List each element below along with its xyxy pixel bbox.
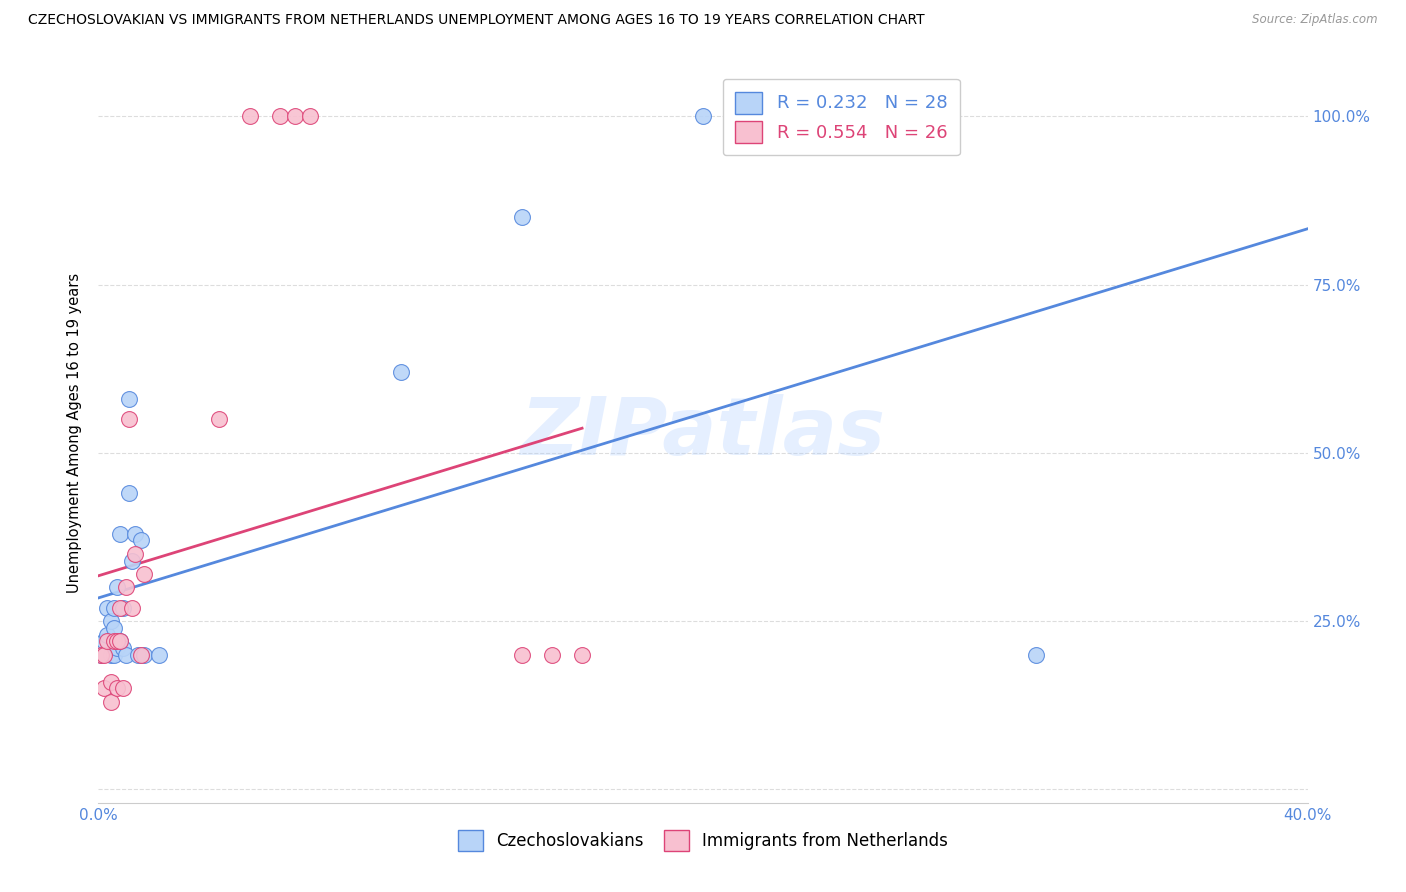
Point [389, 365, 412, 379]
Point [510, 211, 533, 225]
Point [124, 526, 146, 541]
Point [103, 648, 125, 662]
Point [118, 412, 141, 426]
Point [510, 648, 533, 662]
Point [269, 109, 291, 123]
Point [96, 634, 118, 648]
Point [132, 648, 155, 662]
Point [100, 695, 122, 709]
Point [114, 581, 136, 595]
Point [93, 648, 115, 662]
Point [239, 109, 262, 123]
Point [103, 621, 125, 635]
Point [108, 526, 131, 541]
Point [129, 648, 152, 662]
Point [571, 648, 593, 662]
Point [118, 392, 141, 406]
Point [1024, 648, 1046, 662]
Point [100, 674, 122, 689]
Point [96, 600, 118, 615]
Point [93, 681, 115, 696]
Point [129, 533, 152, 548]
Point [96, 627, 118, 641]
Text: CZECHOSLOVAKIAN VS IMMIGRANTS FROM NETHERLANDS UNEMPLOYMENT AMONG AGES 16 TO 19 : CZECHOSLOVAKIAN VS IMMIGRANTS FROM NETHE… [28, 13, 925, 28]
Point [121, 600, 143, 615]
Point [111, 600, 134, 615]
Point [100, 648, 122, 662]
Point [103, 600, 125, 615]
Point [105, 640, 128, 655]
Point [90, 648, 112, 662]
Legend: Czechoslovakians, Immigrants from Netherlands: Czechoslovakians, Immigrants from Nether… [451, 823, 955, 857]
Point [114, 648, 136, 662]
Point [105, 681, 128, 696]
Point [124, 547, 146, 561]
Point [148, 648, 170, 662]
Point [105, 581, 128, 595]
Text: Source: ZipAtlas.com: Source: ZipAtlas.com [1253, 13, 1378, 27]
Point [90, 648, 112, 662]
Point [111, 681, 134, 696]
Point [118, 486, 141, 500]
Text: ZIPatlas: ZIPatlas [520, 393, 886, 472]
Point [108, 600, 131, 615]
Point [132, 566, 155, 581]
Point [121, 553, 143, 567]
Point [108, 634, 131, 648]
Point [299, 109, 322, 123]
Point [692, 109, 714, 123]
Point [127, 648, 149, 662]
Point [540, 648, 562, 662]
Point [284, 109, 307, 123]
Point [93, 634, 115, 648]
Point [111, 640, 134, 655]
Point [208, 412, 231, 426]
Point [100, 614, 122, 628]
Y-axis label: Unemployment Among Ages 16 to 19 years: Unemployment Among Ages 16 to 19 years [67, 273, 83, 592]
Point [105, 634, 128, 648]
Point [108, 634, 131, 648]
Point [103, 634, 125, 648]
